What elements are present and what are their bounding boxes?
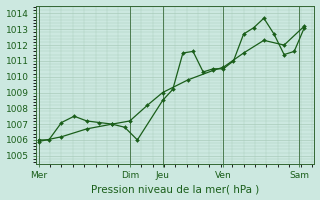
X-axis label: Pression niveau de la mer( hPa ): Pression niveau de la mer( hPa ) xyxy=(91,184,260,194)
